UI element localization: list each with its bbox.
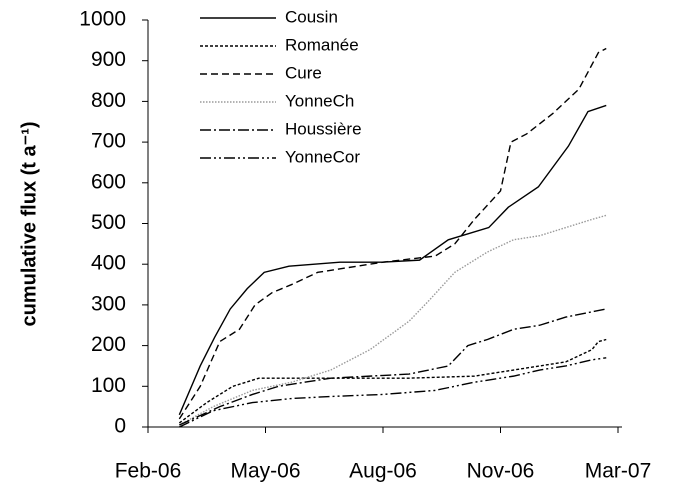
data-line bbox=[178, 338, 607, 424]
data-line bbox=[178, 47, 607, 420]
x-tick-label: May-06 bbox=[230, 460, 300, 483]
x-tick-label: Feb-06 bbox=[115, 460, 182, 483]
legend-label: YonneCh bbox=[285, 91, 354, 110]
legend-label: Houssière bbox=[285, 119, 362, 138]
x-tick-label: Aug-06 bbox=[349, 460, 417, 483]
legend-label: Cure bbox=[285, 63, 322, 82]
data-line bbox=[178, 104, 607, 416]
y-tick-label: 400 bbox=[91, 252, 126, 275]
data-line bbox=[179, 308, 607, 426]
y-tick-label: 0 bbox=[114, 415, 126, 438]
data-line bbox=[179, 357, 607, 428]
y-tick-label: 600 bbox=[91, 170, 126, 193]
y-tick-label: 200 bbox=[91, 333, 126, 356]
data-line bbox=[179, 214, 607, 426]
y-tick-label: 900 bbox=[91, 48, 126, 71]
y-tick-label: 100 bbox=[91, 374, 126, 397]
y-tick-label: 1000 bbox=[79, 8, 126, 31]
x-tick-label: Nov-06 bbox=[467, 460, 535, 483]
y-tick-label: 700 bbox=[91, 130, 126, 153]
legend-label: Romanée bbox=[285, 35, 359, 54]
y-axis-label: cumulative flux (t a⁻¹) bbox=[18, 121, 40, 326]
legend-label: YonneCor bbox=[285, 147, 360, 166]
x-tick-label: Mar-07 bbox=[585, 460, 652, 483]
y-tick-label: 800 bbox=[91, 89, 126, 112]
legend-label: Cousin bbox=[285, 7, 338, 26]
y-tick-label: 500 bbox=[91, 211, 126, 234]
y-tick-label: 300 bbox=[91, 292, 126, 315]
